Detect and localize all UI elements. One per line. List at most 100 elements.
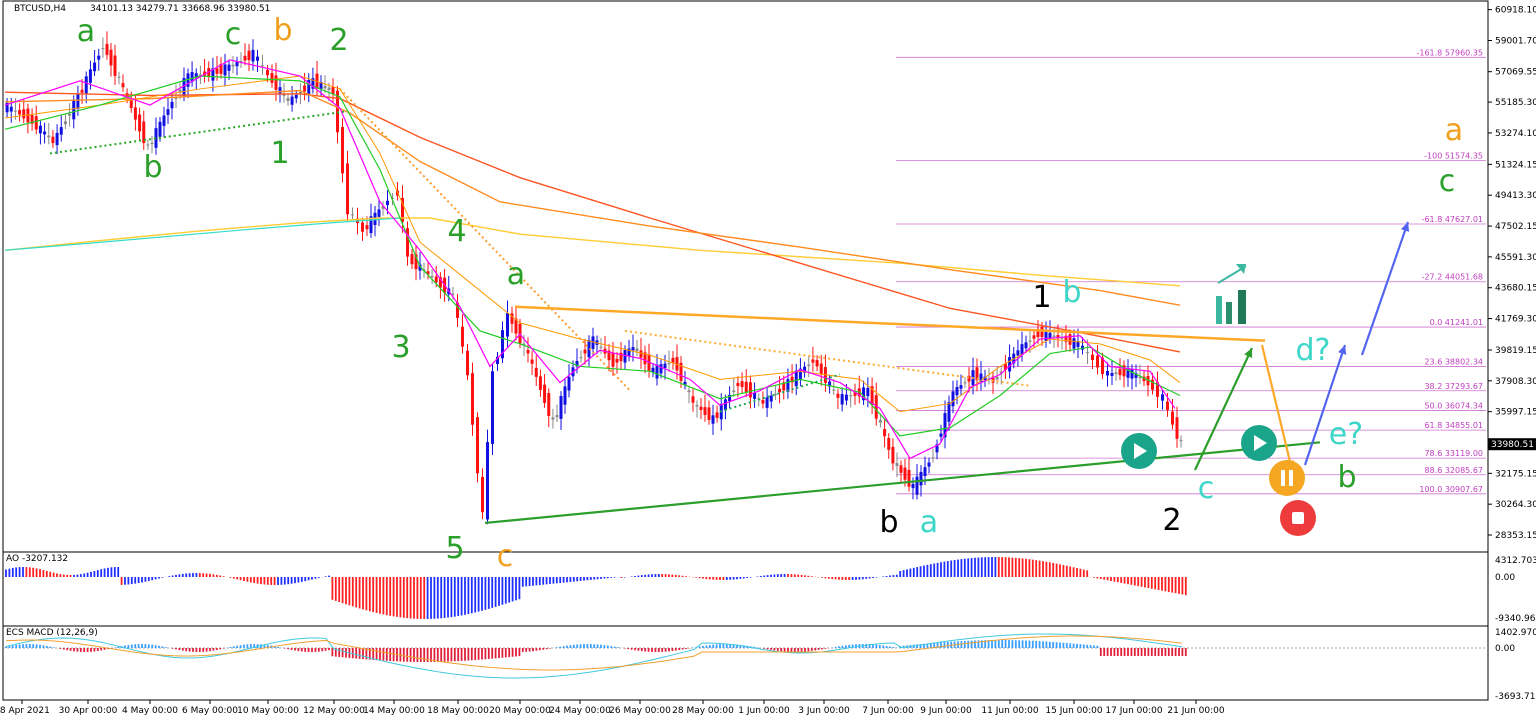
- time-tick-label: 14 May 00:00: [363, 706, 425, 716]
- candle-body: [34, 116, 38, 130]
- candle-body: [1008, 357, 1012, 372]
- price-tick-label: 59001.70: [1495, 37, 1536, 47]
- candle-body: [963, 382, 967, 384]
- time-tick-label: 20 May 00:00: [489, 706, 551, 716]
- candle-body: [430, 275, 434, 278]
- macd-tick-label: 1402.9709: [1495, 628, 1536, 638]
- candle-body: [303, 85, 307, 92]
- candle-body: [1024, 342, 1028, 349]
- candle-body: [619, 352, 623, 362]
- candle-body: [59, 127, 63, 135]
- candle-body: [559, 395, 563, 419]
- candle-body: [162, 115, 166, 126]
- candle-body: [227, 64, 231, 71]
- green-forecast-arrow: [1194, 347, 1253, 471]
- candle-body: [874, 395, 878, 419]
- candle-body: [261, 65, 264, 67]
- time-tick-label: 24 May 00:00: [549, 706, 611, 716]
- candle-body: [223, 64, 227, 76]
- candle-body: [117, 76, 121, 78]
- candle-body: [239, 61, 243, 63]
- candle-body: [1048, 332, 1052, 339]
- candle-body: [327, 87, 331, 90]
- pause-icon: [1269, 460, 1305, 496]
- macd-tick-label: -3693.7175: [1495, 692, 1536, 702]
- dotted-trendline-small: [719, 373, 841, 413]
- candle-body: [256, 56, 259, 61]
- candle-body: [667, 363, 671, 365]
- pause-icon-bar: [1289, 470, 1293, 486]
- fib-label: -27.2 44051.68: [1422, 273, 1483, 282]
- candle-body: [170, 101, 174, 109]
- blue-forecast-arrow: [1303, 344, 1347, 466]
- candle-body: [471, 373, 474, 425]
- candle-body: [683, 381, 687, 385]
- candle-body: [870, 386, 874, 406]
- price-tick-label: 55185.30: [1495, 98, 1536, 108]
- macd-pane: [2, 625, 1489, 701]
- candle-body: [166, 109, 170, 115]
- candle-body: [1072, 338, 1076, 349]
- candle-body: [211, 68, 215, 81]
- price-tick-label: 35997.15: [1495, 408, 1536, 418]
- candle-body: [995, 376, 999, 380]
- price-tick-label: 43680.15: [1495, 284, 1536, 294]
- price-tick-label: 37908.30: [1495, 377, 1536, 387]
- candle-body: [418, 264, 422, 271]
- candle-body: [798, 368, 802, 380]
- candle-body: [919, 471, 923, 486]
- wave-label: 2: [1162, 503, 1181, 538]
- candle-body: [555, 415, 559, 418]
- time-tick-label: 12 May 00:00: [303, 706, 365, 716]
- candle-body: [282, 94, 286, 96]
- candle-body: [703, 407, 707, 415]
- time-tick-label: 4 May 00:00: [122, 706, 178, 716]
- candle-body: [235, 61, 239, 67]
- candle-body: [951, 391, 955, 407]
- candle-body: [849, 395, 853, 397]
- candle-body: [1068, 334, 1072, 345]
- candle-body: [530, 359, 534, 364]
- candle-body: [947, 402, 951, 422]
- candle-body: [903, 467, 907, 480]
- candle-body: [623, 350, 627, 363]
- candle-body: [351, 214, 354, 216]
- wave-label: 1: [270, 136, 289, 171]
- macd-signal-line: [5, 635, 1183, 671]
- candle-body: [675, 357, 679, 371]
- time-tick-label: 11 Jun 00:00: [981, 706, 1038, 716]
- wave-label: 3: [391, 330, 410, 365]
- candle-body: [486, 442, 489, 520]
- candle-body: [93, 62, 97, 72]
- candle-body: [133, 107, 137, 120]
- candle-body: [496, 356, 499, 365]
- candle-body: [1060, 337, 1064, 339]
- macd-title: ECS MACD (12,26,9): [6, 628, 98, 638]
- play-icon-glyph: [1134, 443, 1147, 459]
- fib-label: 23.6 38802.34: [1424, 357, 1483, 366]
- candle-body: [579, 357, 583, 359]
- time-tick-label: 21 Jun 00:00: [1167, 706, 1224, 716]
- candle-body: [765, 397, 769, 408]
- fib-label: 50.0 36074.34: [1424, 401, 1483, 410]
- ohlc-label: 34101.13 34279.71 33668.96 33980.51: [90, 4, 270, 14]
- ma-orange: [4, 89, 1181, 306]
- wave-label: a: [77, 14, 95, 49]
- candle-body: [943, 413, 947, 438]
- macd-tick-label: 0.00: [1495, 644, 1515, 654]
- candle-body: [154, 128, 158, 148]
- blue-forecast-arrow-2-head: [1400, 222, 1410, 232]
- wave-label: c: [1439, 164, 1456, 199]
- candle-body: [341, 127, 344, 174]
- candle-body: [319, 81, 323, 89]
- candle-body: [659, 364, 663, 374]
- stop-icon-glyph: [1292, 512, 1304, 524]
- candle-body: [426, 271, 430, 275]
- candle-body: [895, 463, 899, 466]
- time-tick-label: 9 Jun 00:00: [920, 706, 972, 716]
- candle-body: [915, 476, 919, 495]
- candle-body: [671, 357, 675, 363]
- fib-label: -100 51574.35: [1424, 151, 1483, 160]
- candle-body: [639, 350, 643, 358]
- fib-label: -161.8 57960.35: [1416, 48, 1483, 57]
